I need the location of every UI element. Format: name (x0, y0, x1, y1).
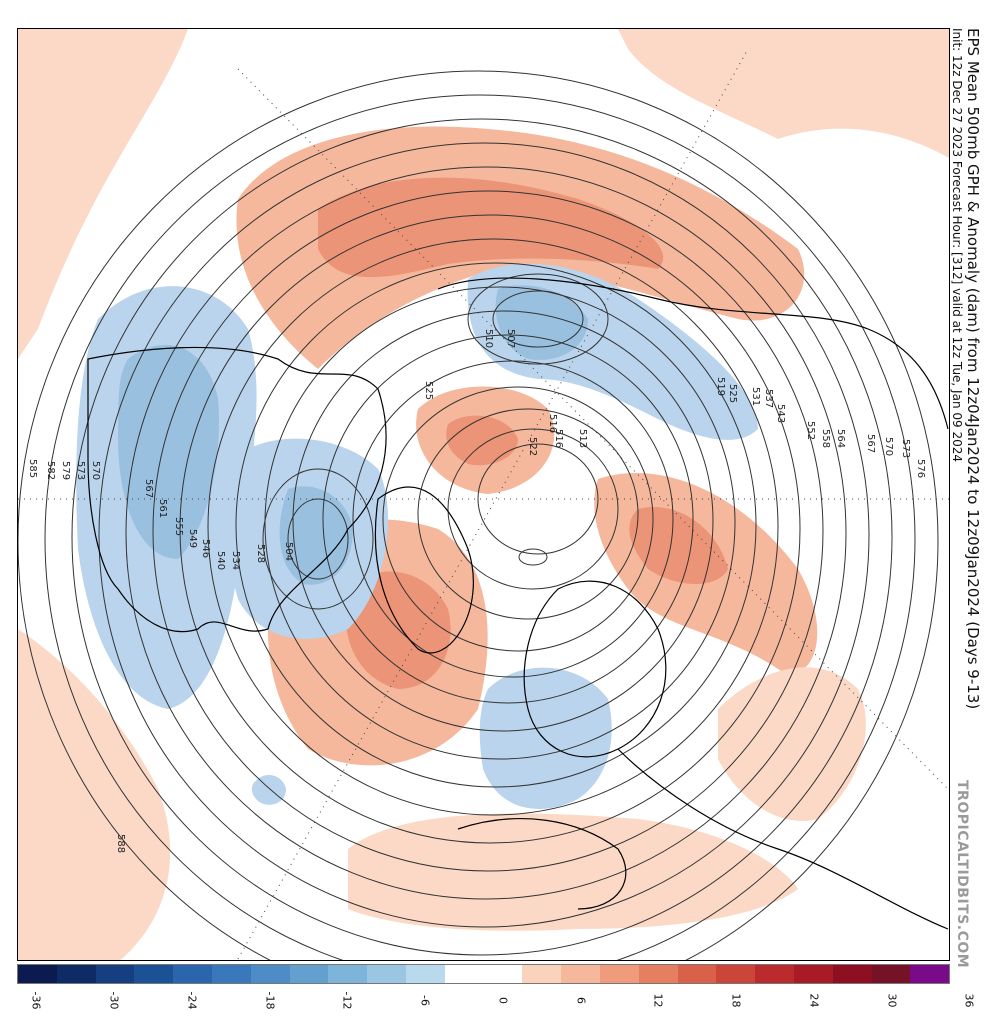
contour-label: 528 (255, 544, 266, 563)
colorbar-cell (716, 965, 756, 983)
contour-label: 525 (727, 384, 738, 403)
positive-anomaly-region (18, 629, 171, 960)
colorbar-cell (289, 965, 329, 983)
contour-label: 570 (90, 461, 101, 480)
coastlines (87, 277, 949, 930)
contour-label: 552 (805, 421, 816, 440)
contour-label: 549 (187, 529, 198, 548)
contour-label: 570 (883, 437, 894, 456)
contour-label: 534 (230, 551, 241, 570)
contour-label-group: 507 510 513 516 519 522 525 525 528 531 … (27, 329, 926, 853)
contour-label: 558 (820, 429, 831, 448)
chart-title: EPS Mean 500mb GPH & Anomaly (dam) from … (964, 28, 982, 710)
colorbar (17, 964, 950, 984)
contour-label: 531 (750, 387, 761, 406)
contour-label: 573 (900, 439, 911, 458)
map-panel: 507 510 513 516 519 522 525 525 528 531 … (17, 28, 950, 961)
height-contours (18, 70, 939, 960)
colorbar-cell (18, 965, 57, 983)
positive-anomaly-region (18, 29, 188, 359)
source-credit: TROPICALTIDBITS.COM (954, 780, 970, 969)
contour-label: 561 (157, 499, 168, 518)
colorbar-cell (173, 965, 212, 983)
positive-anomaly-region (345, 571, 451, 689)
colorbar-cell (483, 965, 523, 983)
anomaly-fill (18, 29, 949, 960)
colorbar-cell (367, 965, 406, 983)
colorbar-tick-label: -12 (340, 991, 354, 1010)
colorbar-tick-label: 36 (962, 993, 976, 1008)
contour-label: 522 (527, 437, 538, 456)
contour-label: 567 (865, 434, 876, 453)
colorbar-tick-label: -18 (263, 991, 277, 1010)
negative-anomaly-region (118, 344, 219, 559)
colorbar-cell (638, 965, 678, 983)
colorbar-tick-label: 0 (496, 997, 510, 1004)
contour-label: 516 (547, 414, 558, 433)
contour-label: 504 (283, 542, 294, 561)
positive-anomaly-region (629, 507, 728, 584)
contour-label: 543 (775, 404, 786, 423)
colorbar-cell (405, 965, 445, 983)
colorbar-cell (871, 965, 911, 983)
colorbar-cell (56, 965, 96, 983)
negative-anomaly-region (479, 667, 612, 809)
colorbar-tick-label: 18 (729, 993, 743, 1008)
colorbar-cell (522, 965, 562, 983)
contour-label: 585 (27, 459, 38, 478)
colorbar-cell (561, 965, 600, 983)
polar-stereographic-map: 507 510 513 516 519 522 525 525 528 531 … (18, 29, 949, 960)
colorbar-tick-label: -24 (185, 991, 199, 1010)
colorbar-cell (444, 965, 484, 983)
contour-label: 588 (115, 834, 126, 853)
negative-anomaly-region (251, 774, 286, 805)
contour-label: 567 (143, 479, 154, 498)
contour-label: 510 (483, 329, 494, 348)
colorbar-cell (599, 965, 639, 983)
contour-label: 507 (505, 329, 516, 348)
colorbar-tick-label: -36 (29, 991, 43, 1010)
contour-label: 579 (60, 461, 71, 480)
positive-anomaly-region (718, 667, 866, 821)
contour-label: 525 (423, 381, 434, 400)
positive-anomaly-region (318, 177, 664, 278)
positive-anomaly-region (348, 813, 798, 931)
colorbar-cell (793, 965, 833, 983)
graticule (18, 48, 949, 960)
contour-label: 573 (75, 461, 86, 480)
colorbar-cell (755, 965, 794, 983)
colorbar-tick-label: 12 (651, 993, 665, 1008)
colorbar-cell (250, 965, 290, 983)
colorbar-tick-label: 30 (885, 993, 899, 1008)
colorbar-cell (134, 965, 174, 983)
colorbar-cell (328, 965, 368, 983)
colorbar-cell (95, 965, 135, 983)
contour-label: 582 (45, 461, 56, 480)
colorbar-cell (211, 965, 251, 983)
colorbar-cell (677, 965, 717, 983)
colorbar-tick-label: -6 (418, 995, 432, 1006)
contour-label: 555 (173, 517, 184, 536)
contour-label: 540 (215, 551, 226, 570)
contour-label: 513 (577, 429, 588, 448)
title-strip: EPS Mean 500mb GPH & Anomaly (dam) from … (950, 0, 992, 1016)
colorbar-tick-label: 6 (574, 997, 588, 1004)
contour-label: 546 (200, 539, 211, 558)
contour-label: 564 (835, 429, 846, 448)
contour-label: 537 (763, 389, 774, 408)
colorbar-cell (910, 965, 950, 983)
positive-anomaly-region (618, 29, 949, 158)
chart-subtitle: Init: 12z Dec 27 2023 Forecast Hour: [31… (950, 28, 964, 462)
contour-label: 516 (553, 429, 564, 448)
contour-label: 519 (715, 377, 726, 396)
colorbar-tick-label: 24 (807, 993, 821, 1008)
negative-anomaly-region (279, 486, 353, 585)
contour-label: 576 (915, 459, 926, 478)
colorbar-ticks: -36 -30 -24 -18 -12 -6 0 6 12 18 24 30 36 (17, 986, 976, 1016)
colorbar-cell (832, 965, 872, 983)
colorbar-tick-label: -30 (107, 991, 121, 1010)
